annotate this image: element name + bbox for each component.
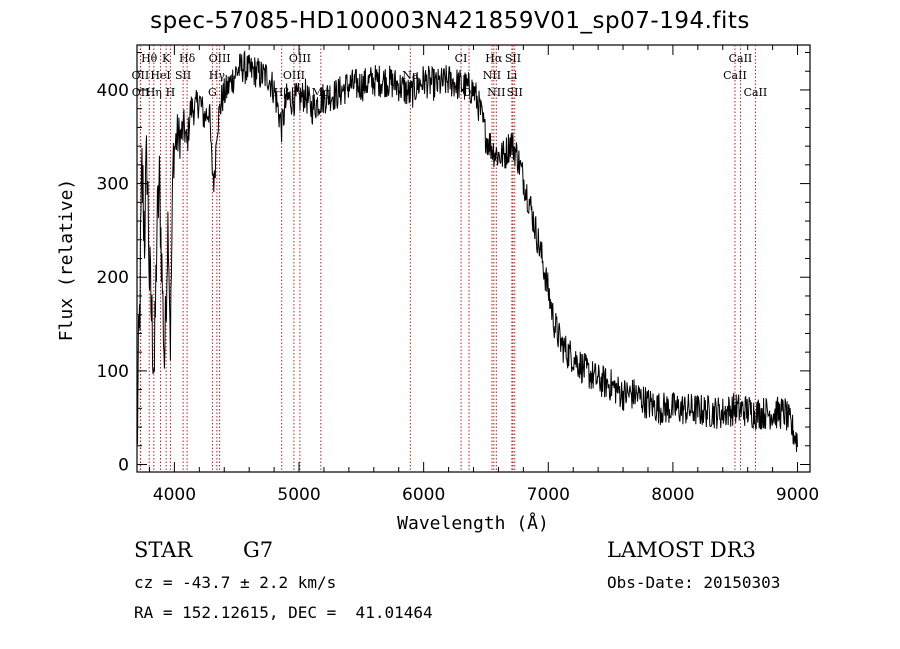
coordinates: RA = 152.12615, DEC = 41.01464 [134,603,433,622]
line-marker-label: OI [462,86,475,99]
line-marker-label: CI [455,52,468,65]
line-marker-label: Hδ [179,52,196,65]
line-marker-label: NII [483,69,501,82]
line-marker-label: Hβ [274,86,290,99]
y-tick-label: 200 [97,268,129,288]
line-marker-label: Mg [312,86,330,99]
line-marker-label: OII [132,69,150,82]
axis-ticks [137,45,810,472]
obs-date: Obs-Date: 20150303 [607,573,781,592]
x-tick-label: 5000 [277,485,320,505]
y-tick-label: 100 [97,362,129,382]
line-marker-label: NII [487,86,505,99]
line-marker-label: SII [175,69,191,82]
line-marker-label: Li [506,69,517,82]
line-marker-label: Hθ [141,52,158,65]
line-marker-label: OIII [209,52,231,65]
survey-name: LAMOST DR3 [607,538,756,562]
line-marker-label: SII [505,52,521,65]
x-tick-label: 4000 [153,485,196,505]
tick-labels: 4000 5000 6000 7000 8000 9000 0 100 200 300 400 Hθ K… [97,52,820,505]
x-axis-title: Wavelength (Å) [397,512,549,534]
redshift-cz: cz = -43.7 ± 2.2 km/s [134,573,337,592]
line-marker-label: Hγ [209,69,226,82]
x-tick-label: 7000 [527,485,570,505]
line-marker-label: CaII [729,52,753,65]
y-axis-title: Flux (relative) [56,179,77,342]
line-marker-label: K [162,52,171,65]
y-tick-label: 400 [97,81,129,101]
object-class: STAR [134,538,193,562]
line-marker-label: CaII [723,69,747,82]
x-tick-label: 8000 [651,485,694,505]
line-marker-label: SII [507,86,523,99]
subclass: G7 [243,538,274,562]
y-tick-label: 300 [97,175,129,195]
line-marker-label: Na [402,69,419,82]
line-marker-label: H [166,86,176,99]
line-marker-label: OIII [283,69,305,82]
line-marker-label: Hα [485,52,503,65]
line-marker-label: Hη [146,86,162,99]
line-marker-label: CaII [744,86,768,99]
spectrum-line [136,49,798,453]
line-markers [139,45,756,472]
chart-title: spec-57085-HD100003N421859V01_sp07-194.f… [150,8,750,34]
line-marker-label: HeI [150,69,170,82]
line-marker-label: OIII [289,52,311,65]
y-tick-label: 0 [118,456,129,476]
x-tick-label: 9000 [776,485,819,505]
line-marker-label: OII [132,86,150,99]
line-marker-label: G [208,86,217,99]
x-tick-label: 6000 [402,485,445,505]
